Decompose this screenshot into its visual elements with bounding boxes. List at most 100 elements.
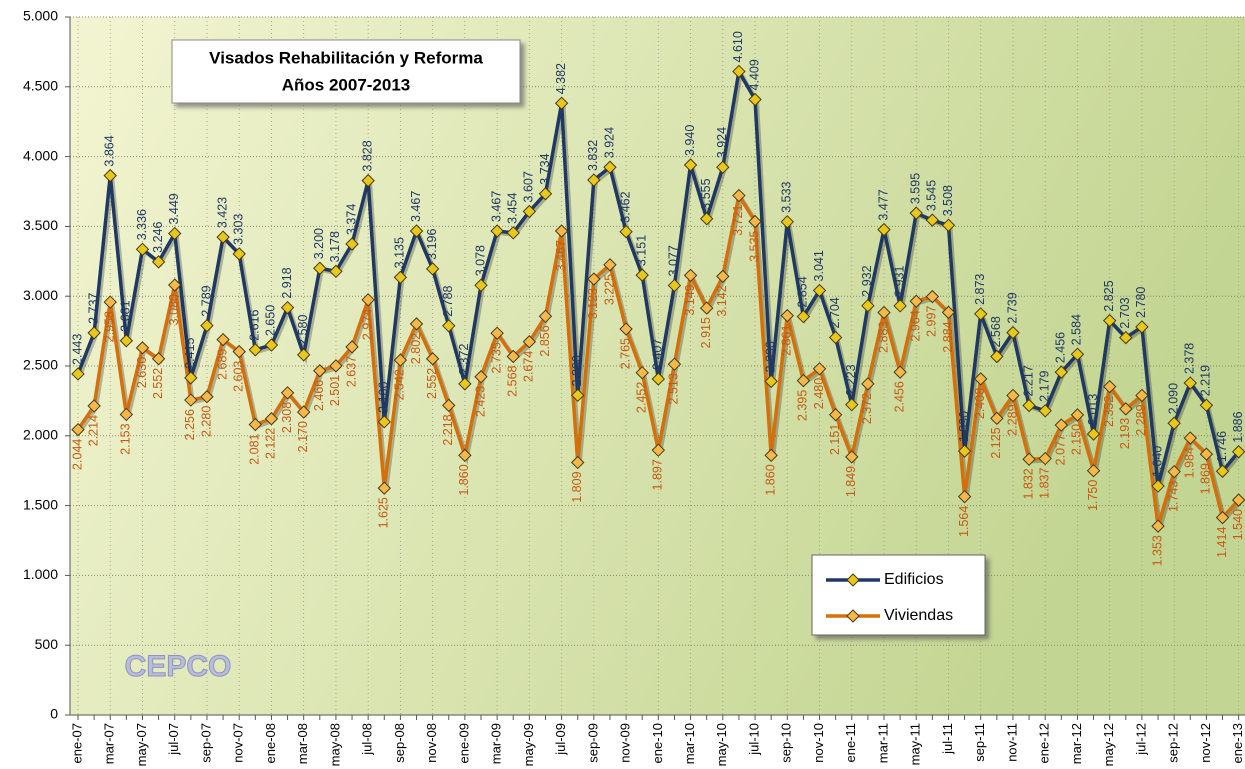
data-label: 2.681 xyxy=(119,300,133,331)
data-label: 3.545 xyxy=(925,180,939,211)
data-label: 2.170 xyxy=(296,421,310,452)
marker xyxy=(764,448,778,463)
data-label: 2.689 xyxy=(215,349,229,380)
marker xyxy=(619,224,633,239)
x-tick-label: jul-09 xyxy=(553,723,568,756)
marker xyxy=(748,214,762,229)
data-label: 1.837 xyxy=(1037,468,1051,499)
data-label: 2.513 xyxy=(667,373,681,404)
data-label: 2.704 xyxy=(828,297,842,328)
marker xyxy=(909,294,923,308)
marker xyxy=(571,388,585,403)
data-label: 2.456 xyxy=(1054,332,1068,363)
marker xyxy=(1006,388,1020,403)
marker xyxy=(603,258,617,272)
marker xyxy=(861,298,875,313)
y-tick-label: 2.500 xyxy=(23,357,58,373)
marker xyxy=(683,158,698,172)
x-tick-label: nov-11 xyxy=(1004,723,1019,762)
data-label: 2.918 xyxy=(280,267,294,298)
data-label: 3.734 xyxy=(538,153,552,184)
y-tick-label: 4.000 xyxy=(23,147,58,163)
marker xyxy=(716,269,730,284)
data-label: 3.467 xyxy=(489,191,503,222)
marker xyxy=(425,262,440,276)
y-tick-label: 2.000 xyxy=(23,427,58,443)
marker xyxy=(280,300,295,315)
title-frame xyxy=(171,39,521,104)
data-label: 3.555 xyxy=(699,178,713,209)
x-tick-label: nov-12 xyxy=(1198,723,1213,763)
marker xyxy=(393,270,408,285)
marker xyxy=(1022,398,1036,413)
marker xyxy=(522,335,537,349)
marker xyxy=(990,349,1004,364)
legend-frame xyxy=(811,554,986,636)
marker xyxy=(522,204,537,219)
marker xyxy=(119,407,134,422)
data-label: 2.931 xyxy=(892,266,906,297)
x-tick-label: ene-11 xyxy=(843,723,858,763)
x-tick-label: may-10 xyxy=(714,723,729,766)
marker xyxy=(957,444,972,458)
marker xyxy=(877,305,891,320)
x-tick-label: ene-10 xyxy=(650,723,665,763)
marker xyxy=(941,218,956,232)
marker xyxy=(313,261,327,275)
legend: Edificios Viviendas xyxy=(811,554,986,636)
data-label: 1.540 xyxy=(1231,509,1245,540)
data-label: 2.150 xyxy=(1070,424,1084,455)
marker xyxy=(313,364,327,378)
data-label: 2.674 xyxy=(522,351,536,382)
legend-label: Edificios xyxy=(884,571,944,588)
data-label: 2.650 xyxy=(264,305,278,336)
marker xyxy=(554,224,569,238)
marker xyxy=(699,301,714,315)
data-label: 2.193 xyxy=(1118,418,1132,449)
data-label: 3.123 xyxy=(586,288,600,319)
data-label: 2.480 xyxy=(812,378,826,409)
marker xyxy=(812,362,827,376)
data-label: 2.407 xyxy=(651,339,665,370)
x-tick-label: may-11 xyxy=(908,723,923,765)
data-label: 2.854 xyxy=(796,276,810,307)
data-label: 3.336 xyxy=(135,209,149,240)
marker xyxy=(909,206,923,220)
data-label: 3.196 xyxy=(425,229,439,260)
marker xyxy=(216,230,230,244)
x-tick-label: ene-12 xyxy=(1037,723,1052,763)
marker xyxy=(1038,451,1052,466)
data-label: 2.395 xyxy=(796,390,810,421)
data-label: 2.737 xyxy=(86,293,100,324)
data-label: 3.080 xyxy=(167,294,181,325)
data-label: 2.378 xyxy=(1183,343,1197,374)
marker xyxy=(667,357,682,371)
marker xyxy=(1231,445,1245,459)
data-label: 2.616 xyxy=(248,309,262,340)
marker xyxy=(1006,325,1020,340)
marker xyxy=(716,160,730,174)
marker xyxy=(264,412,279,426)
data-label: 3.467 xyxy=(409,191,423,222)
marker xyxy=(732,64,746,79)
marker xyxy=(1135,388,1149,403)
x-tick-label: sep-07 xyxy=(198,723,213,763)
marker xyxy=(1022,452,1036,466)
data-label: 2.390 xyxy=(763,341,777,372)
marker xyxy=(1167,416,1181,430)
data-label: 2.568 xyxy=(506,365,520,396)
x-tick-label: sep-09 xyxy=(585,723,600,763)
data-label: 3.828 xyxy=(360,140,374,171)
marker xyxy=(200,318,214,333)
marker xyxy=(1119,330,1133,345)
marker xyxy=(1086,463,1101,478)
data-label: 3.533 xyxy=(780,181,794,212)
marker xyxy=(87,399,101,413)
marker xyxy=(168,278,182,292)
marker xyxy=(151,255,166,269)
marker xyxy=(71,367,85,381)
marker xyxy=(103,168,117,183)
data-label: 2.884 xyxy=(941,321,955,352)
data-label: 2.100 xyxy=(377,382,391,413)
marker xyxy=(361,293,375,307)
